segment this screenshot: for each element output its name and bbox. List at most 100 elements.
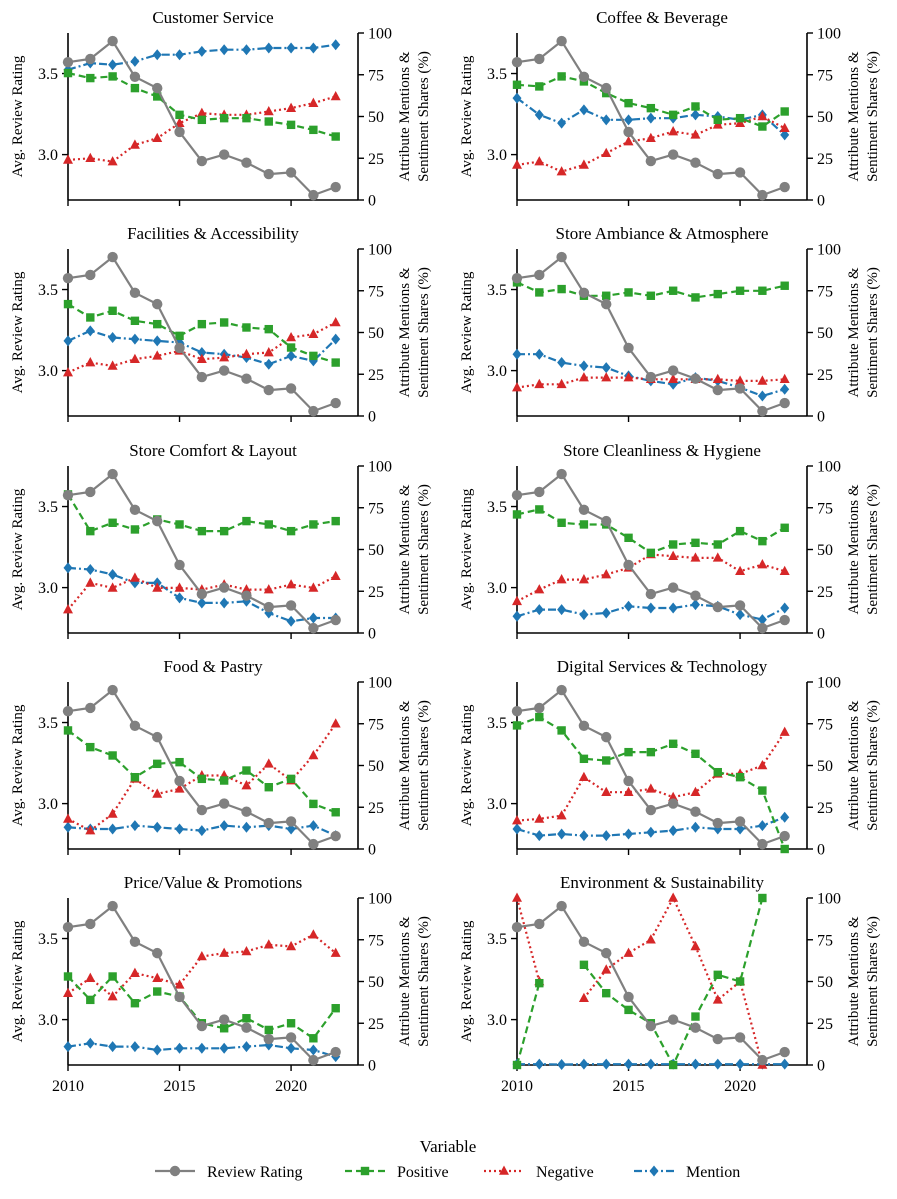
data-point	[690, 373, 701, 384]
data-point	[668, 126, 679, 136]
data-point	[668, 892, 679, 902]
data-point	[579, 609, 589, 621]
data-point	[512, 510, 522, 519]
data-point	[241, 373, 252, 384]
data-point	[85, 702, 96, 714]
data-point	[534, 918, 545, 930]
data-point	[780, 129, 790, 141]
y-tick-label: 3.0	[487, 580, 507, 597]
data-point	[286, 774, 296, 784]
data-point	[645, 934, 656, 944]
data-point	[63, 604, 73, 614]
data-point	[780, 602, 790, 614]
data-point	[108, 751, 117, 760]
legend: Variable Review Rating Positive Negative Me…	[155, 1137, 740, 1181]
data-point	[174, 582, 185, 592]
data-point	[219, 1024, 229, 1033]
y2-tick-label: 75	[368, 716, 384, 733]
data-point	[624, 1005, 633, 1015]
y2-tick-label: 75	[817, 500, 833, 517]
data-point	[646, 112, 656, 124]
data-point	[330, 316, 341, 327]
y-axis-label: Avg. Review Rating	[10, 55, 26, 177]
data-point	[197, 347, 207, 359]
series-rating	[62, 468, 341, 634]
data-point	[285, 383, 297, 394]
data-point	[63, 335, 73, 347]
data-point	[690, 599, 700, 611]
data-point	[107, 684, 118, 696]
series-negative	[63, 316, 341, 377]
y2-tick-label: 100	[817, 26, 841, 43]
y-axis-label: Avg. Review Rating	[459, 55, 475, 177]
data-point	[309, 351, 318, 361]
y2-axis-label: Sentiment Shares (%)	[865, 267, 881, 398]
data-point	[85, 152, 96, 163]
series-mention	[63, 1037, 341, 1063]
data-point	[330, 1046, 341, 1058]
data-point	[757, 189, 768, 201]
y2-tick-label: 50	[817, 758, 833, 775]
data-point	[63, 562, 73, 574]
data-point	[218, 582, 230, 593]
data-point	[780, 523, 789, 532]
data-point	[263, 601, 274, 613]
series-rating	[511, 35, 790, 201]
data-point	[557, 284, 566, 294]
data-point	[330, 718, 341, 728]
y-tick-label: 3.0	[487, 796, 507, 813]
data-point	[107, 468, 118, 480]
y-axis-label: Avg. Review Rating	[459, 920, 475, 1042]
series-rating	[511, 251, 790, 417]
data-point	[175, 49, 185, 61]
data-point	[535, 288, 544, 297]
data-point	[197, 319, 207, 329]
panel-5: Store Comfort & Layout 3.0 3.5 0 25 50 75 100 Av…	[10, 441, 432, 643]
panel-title: Environment & Sustainability	[560, 873, 764, 892]
panel-title: Store Comfort & Layout	[129, 441, 297, 460]
data-point	[578, 287, 590, 298]
data-point	[735, 375, 746, 385]
data-point	[556, 684, 567, 696]
data-point	[331, 516, 340, 526]
data-point	[152, 350, 163, 360]
data-point	[623, 136, 634, 146]
data-point	[85, 325, 95, 337]
data-point	[263, 1033, 274, 1045]
data-point	[712, 384, 723, 396]
data-point	[286, 1042, 296, 1054]
data-point	[330, 614, 341, 626]
data-point	[691, 102, 700, 111]
data-point	[63, 813, 73, 823]
data-point	[264, 117, 273, 126]
data-point	[713, 1058, 723, 1070]
data-point	[85, 564, 95, 576]
data-point	[242, 323, 251, 332]
data-point	[263, 817, 274, 829]
data-point	[107, 582, 118, 592]
data-point	[758, 893, 767, 903]
data-point	[779, 181, 790, 193]
data-point	[535, 978, 544, 988]
data-point	[780, 1058, 790, 1070]
data-point	[757, 111, 768, 121]
data-point	[241, 1022, 252, 1033]
data-point	[62, 705, 74, 717]
data-point	[645, 371, 657, 383]
data-point	[107, 360, 118, 370]
panel-7: Food & Pastry 3.0 3.5 0 25 50 75 100 Avg. Review…	[10, 657, 432, 859]
y-tick-label: 3.0	[38, 147, 58, 164]
series-positive	[512, 278, 789, 302]
data-point	[152, 731, 163, 743]
series-positive	[63, 299, 340, 367]
y2-tick-label: 75	[368, 500, 384, 517]
data-point	[129, 720, 141, 731]
data-point	[130, 316, 140, 326]
legend-title: Variable	[420, 1137, 477, 1156]
y2-axis-label: Sentiment Shares (%)	[416, 267, 432, 398]
data-point	[308, 820, 318, 832]
data-point	[219, 526, 229, 536]
data-point	[512, 382, 522, 392]
data-point	[735, 286, 745, 295]
data-point	[129, 287, 141, 298]
